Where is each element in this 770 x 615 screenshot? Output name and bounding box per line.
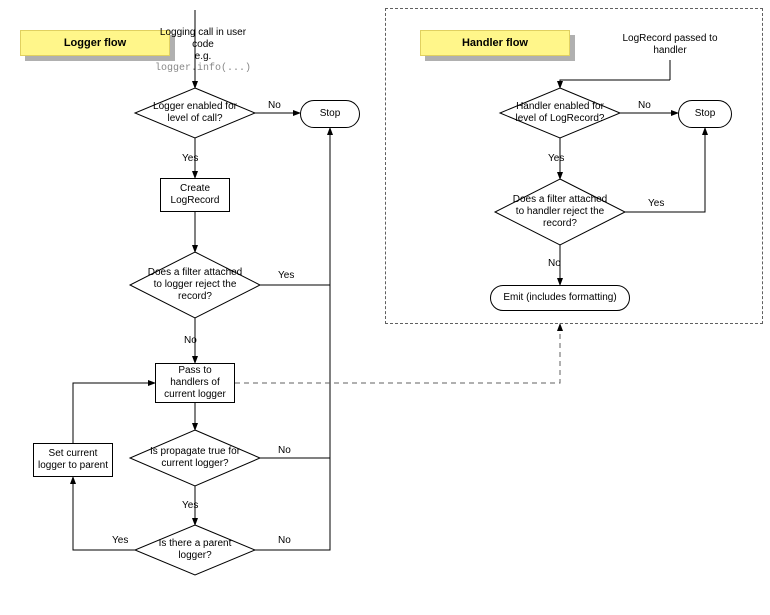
emit-label: Emit (includes formatting): [503, 292, 616, 304]
set-parent: Set current logger to parent: [33, 443, 113, 477]
create-logrecord: Create LogRecord: [160, 178, 230, 212]
logger-stop-label: Stop: [320, 108, 341, 120]
l-d2-no: No: [184, 335, 197, 346]
pass-to-handlers: Pass to handlers of current logger: [155, 363, 235, 403]
logger-d3-text: Is propagate true for current logger?: [140, 446, 250, 470]
logger-start: Logging call in user code e.g. logger.in…: [148, 26, 258, 76]
handler-d2-text: Does a filter attached to handler reject…: [505, 193, 615, 231]
h-d1-yes: Yes: [548, 153, 564, 164]
create-label: Create LogRecord: [171, 183, 220, 207]
handler-stop: Stop: [678, 100, 732, 128]
pass-label: Pass to handlers of current logger: [164, 365, 226, 401]
l-d4-no: No: [278, 535, 291, 546]
l-d3-yes: Yes: [182, 500, 198, 511]
handler-title: Handler flow: [420, 30, 570, 56]
l-d2-yes: Yes: [278, 270, 294, 281]
l-d1-yes: Yes: [182, 153, 198, 164]
handler-start-text: LogRecord passed to handler: [622, 33, 717, 57]
h-d1-no: No: [638, 100, 651, 111]
l-d4-yes: Yes: [112, 535, 128, 546]
logger-d4-text: Is there a parent logger?: [145, 537, 245, 563]
h-d2-yes: Yes: [648, 198, 664, 209]
handler-start: LogRecord passed to handler: [610, 30, 730, 60]
h-d2-no: No: [548, 258, 561, 269]
logger-start-line3: e.g.: [195, 51, 212, 63]
logger-d1-text: Logger enabled for level of call?: [145, 99, 245, 127]
logger-start-line1: Logging call in user: [160, 27, 246, 39]
setparent-label: Set current logger to parent: [38, 448, 108, 472]
l-d3-no: No: [278, 445, 291, 456]
logger-start-line2: code: [192, 39, 214, 51]
logger-title-text: Logger flow: [64, 37, 126, 49]
l-d1-no: No: [268, 100, 281, 111]
emit: Emit (includes formatting): [490, 285, 630, 311]
logger-start-code: logger.info(...): [155, 63, 251, 75]
logger-d2-text: Does a filter attached to logger reject …: [140, 266, 250, 304]
handler-d1-text: Handler enabled for level of LogRecord?: [510, 99, 610, 127]
logger-stop: Stop: [300, 100, 360, 128]
handler-title-text: Handler flow: [462, 37, 528, 49]
handler-stop-label: Stop: [695, 108, 716, 120]
